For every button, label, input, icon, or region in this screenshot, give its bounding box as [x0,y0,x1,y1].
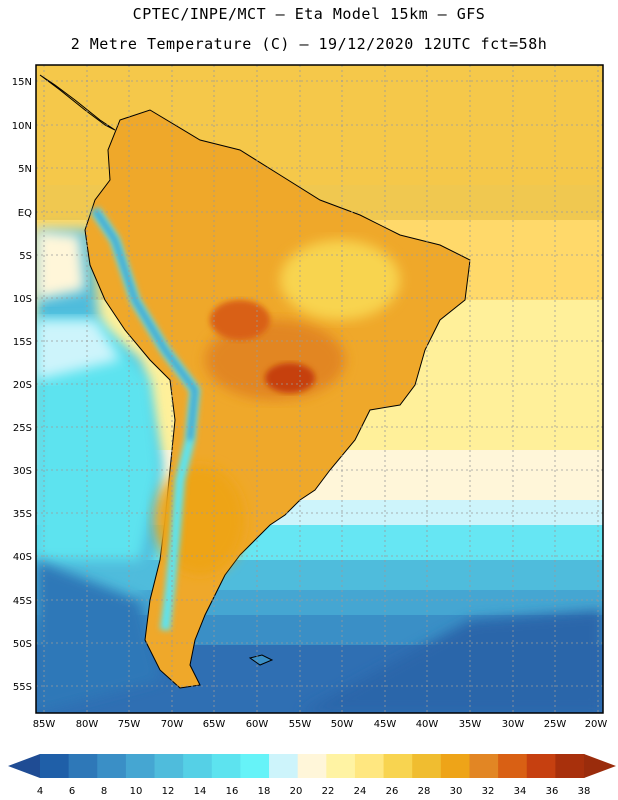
lat-label: 30S [13,466,32,477]
colorbar-label: 22 [322,786,335,797]
lon-label: 50W [331,719,354,730]
lat-label: 5N [18,164,32,175]
colorbar-over-arrow [584,754,616,778]
map-title-line-1: CPTEC/INPE/MCT – Eta Model 15km – GFS [132,5,486,23]
lat-label: 55S [13,682,32,693]
lat-label: 50S [13,639,32,650]
lon-label: 75W [118,719,141,730]
colorbar-cell [526,754,556,778]
lat-label: 15N [12,77,32,88]
colorbar-label: 12 [162,786,175,797]
colorbar-label: 24 [354,786,367,797]
colorbar-cell [154,754,184,778]
longitude-labels: 85W 80W 75W 70W 65W 60W 55W 50W 45W 40W … [33,719,608,730]
lon-label: 60W [246,719,269,730]
lat-label: EQ [18,208,32,219]
colorbar-label: 10 [130,786,143,797]
map-frame [35,64,604,714]
colorbar-cell [211,754,241,778]
colorbar-cell [183,754,213,778]
colorbar-label: 38 [578,786,591,797]
colorbar-cell [40,754,70,778]
lon-label: 70W [161,719,184,730]
colorbar-cell [498,754,528,778]
lat-label: 10N [12,121,32,132]
lon-label: 30W [502,719,525,730]
colorbar-cell [68,754,98,778]
colorbar-label: 14 [194,786,207,797]
lon-label: 45W [374,719,397,730]
lat-label: 45S [13,596,32,607]
colorbar-label: 4 [37,786,43,797]
colorbar-label: 18 [258,786,271,797]
colorbar-cell [297,754,327,778]
lat-label: 40S [13,552,32,563]
map-title-line-2: 2 Metre Temperature (C) – 19/12/2020 12U… [70,35,548,53]
colorbar-cell [383,754,413,778]
colorbar-cell [412,754,442,778]
lat-label: 10S [13,294,32,305]
colorbar-cell [354,754,385,778]
colorbar-cell [440,754,470,778]
lon-label: 35W [459,719,482,730]
lon-label: 65W [203,719,226,730]
colorbar-under-arrow [8,754,40,778]
graticule [36,65,603,713]
colorbar-cell [326,754,356,778]
colorbar-label: 8 [101,786,107,797]
colorbar-label: 36 [546,786,559,797]
lon-label: 80W [76,719,99,730]
colorbar-label: 16 [226,786,239,797]
colorbar-label: 20 [290,786,303,797]
temperature-map: 15N 10N 5N EQ 5S 10S 15S 20S 25S 30S 35S… [12,64,608,730]
colorbar-label: 32 [482,786,495,797]
colorbar-label: 30 [450,786,463,797]
lat-label: 5S [19,251,32,262]
lat-label: 20S [13,380,32,391]
colorbar-cell [269,754,299,778]
map-field [36,65,603,713]
colorbar-label: 6 [69,786,75,797]
lon-label: 85W [33,719,56,730]
lon-label: 55W [289,719,312,730]
lat-label: 25S [13,423,32,434]
lat-label: 15S [13,337,32,348]
colorbar-label: 26 [386,786,399,797]
colorbar-cells [40,754,585,778]
colorbar-label: 34 [514,786,527,797]
lon-label: 25W [544,719,567,730]
lon-label: 20W [585,719,608,730]
colorbar-cell [469,754,499,778]
colorbar-cell [240,754,270,778]
lat-label: 35S [13,509,32,520]
colorbar-labels: 4 6 8 10 12 14 16 18 20 22 24 26 28 30 32 34 36 38 [37,786,591,797]
lon-label: 40W [416,719,439,730]
latitude-labels: 15N 10N 5N EQ 5S 10S 15S 20S 25S 30S 35S… [12,77,32,693]
colorbar-cell [555,754,585,778]
colorbar-label: 28 [418,786,431,797]
colorbar-cell [97,754,127,778]
colorbar-cell [125,754,156,778]
temperature-colorbar: 4 6 8 10 12 14 16 18 20 22 24 26 28 30 32 34 36 38 [8,754,616,797]
